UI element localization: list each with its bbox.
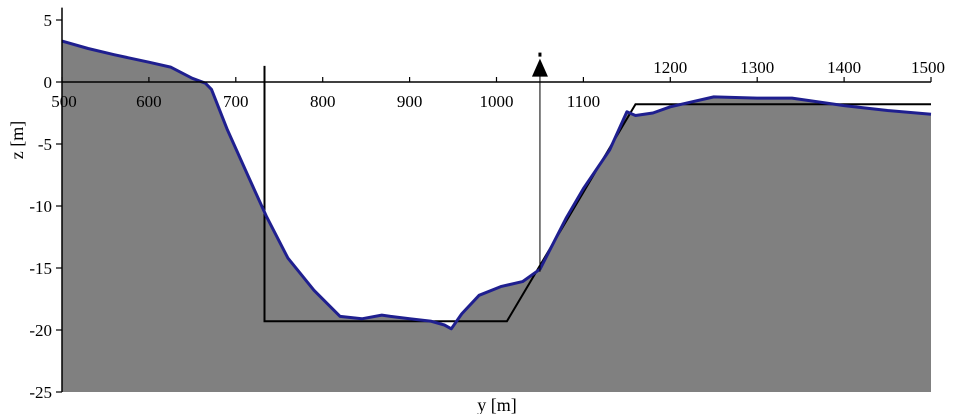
marker-dot (538, 52, 542, 57)
y-tick-label: -5 (38, 135, 52, 154)
plot-area (61, 39, 932, 392)
y-tick-label: -20 (29, 321, 52, 340)
y-tick-label: 5 (44, 11, 53, 30)
x-tick-label: 1300 (740, 58, 774, 77)
x-tick-label: 800 (310, 92, 336, 111)
axes (56, 7, 932, 393)
x-tick-label: 1400 (827, 58, 861, 77)
y-axis-title: z [m] (7, 121, 27, 159)
tick-labels: 5 0 -5 -10 -15 -20 -25 500 600 700 800 900 1000 1100 1… (29, 11, 945, 402)
x-tick-label: 1000 (480, 92, 514, 111)
bed-profile-line (61, 39, 932, 331)
design-section-line (263, 65, 931, 323)
y-tick-label: -25 (29, 383, 52, 402)
x-tick-label: 1500 (911, 58, 945, 77)
y-tick-label: -10 (29, 197, 52, 216)
marker-arrow-icon (531, 58, 548, 77)
x-tick-label: 500 (51, 92, 77, 111)
bed-area-fill (62, 41, 931, 392)
x-tick-label: 700 (223, 92, 249, 111)
y-tick-label: 0 (44, 73, 53, 92)
x-tick-label: 600 (136, 92, 162, 111)
x-tick-label: 1200 (653, 58, 687, 77)
x-tick-label: 1100 (567, 92, 600, 111)
x-axis-title: y [m] (477, 395, 517, 414)
x-tick-label: 900 (397, 92, 423, 111)
y-tick-label: -15 (29, 259, 52, 278)
